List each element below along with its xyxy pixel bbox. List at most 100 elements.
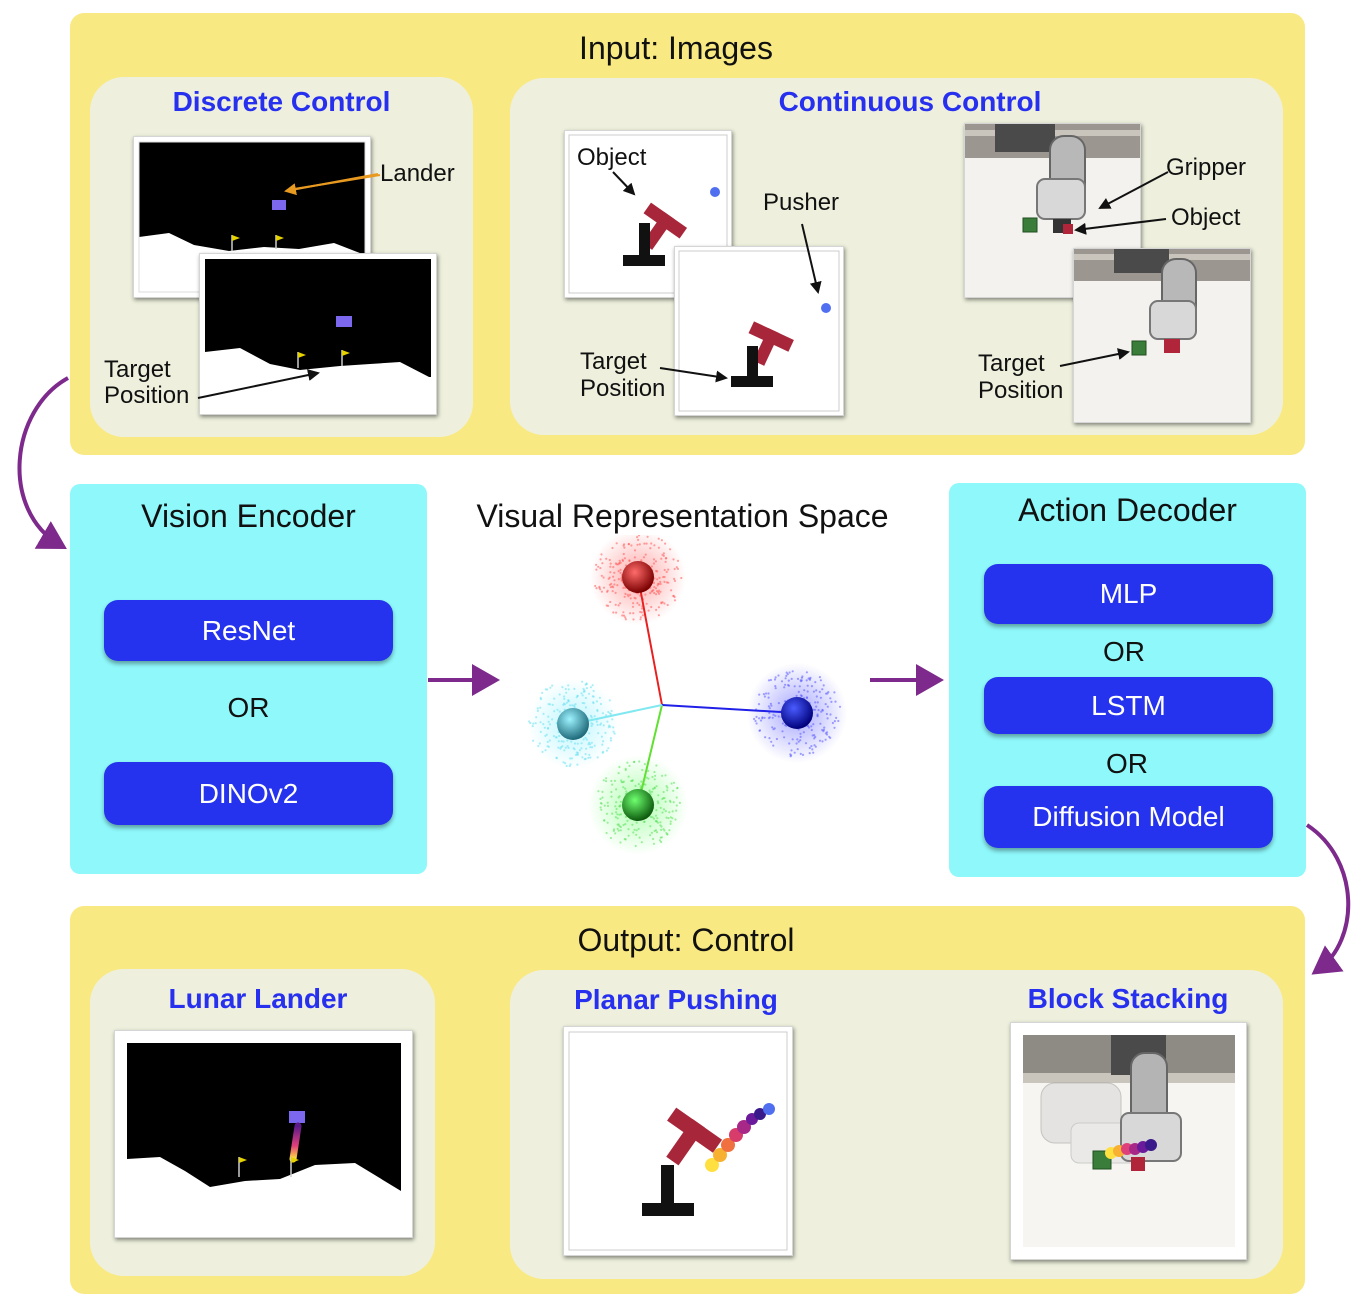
scatter-point — [619, 561, 622, 564]
scatter-point — [614, 832, 617, 835]
scatter-point — [658, 839, 661, 842]
scatter-point — [597, 732, 600, 735]
scatter-point — [532, 722, 535, 725]
scatter-point — [600, 802, 603, 805]
scatter-point — [833, 691, 836, 694]
scatter-point — [622, 544, 625, 547]
diffusion-model-button[interactable]: Diffusion Model — [984, 786, 1273, 848]
scatter-point — [669, 548, 672, 551]
scatter-point — [631, 823, 634, 826]
resnet-button[interactable]: ResNet — [104, 600, 393, 661]
scatter-point — [783, 686, 786, 689]
scatter-point — [633, 596, 636, 599]
output-title: Output: Control — [577, 922, 795, 958]
scatter-point — [675, 796, 678, 799]
scatter-point — [607, 726, 610, 729]
scatter-point — [612, 575, 615, 578]
scatter-point — [621, 558, 624, 561]
scatter-point — [638, 603, 641, 606]
blue-cluster-sphere — [781, 697, 813, 729]
scatter-point — [784, 677, 787, 680]
scatter-point — [584, 753, 587, 756]
scatter-point — [617, 578, 620, 581]
scatter-point — [611, 812, 614, 815]
scatter-point — [622, 552, 625, 556]
scatter-point — [622, 611, 625, 614]
scatter-point — [645, 602, 648, 605]
scatter-point — [814, 701, 817, 704]
scatter-point — [657, 614, 660, 617]
scatter-point — [645, 776, 648, 779]
push-scene-2 — [678, 250, 840, 412]
scatter-point — [812, 690, 815, 693]
scatter-point — [596, 756, 599, 759]
scatter-point — [642, 556, 646, 559]
scatter-point — [602, 724, 605, 727]
scatter-point — [765, 692, 768, 695]
scatter-point — [668, 811, 671, 814]
scatter-point — [604, 731, 607, 734]
robot-scene-2 — [1074, 249, 1250, 422]
stacking-trajectory — [1105, 1139, 1157, 1159]
scatter-point — [612, 566, 615, 569]
scatter-point — [551, 718, 554, 721]
gripper-label: Gripper — [1166, 154, 1247, 181]
scatter-point — [816, 701, 819, 704]
scatter-point — [616, 823, 619, 826]
scatter-point — [814, 745, 817, 748]
scatter-point — [673, 599, 677, 602]
scatter-point — [759, 719, 763, 722]
lunar-lander-output-frame — [114, 1030, 413, 1238]
scatter-point — [623, 557, 626, 560]
scatter-point — [816, 714, 819, 717]
scatter-point — [573, 706, 576, 709]
scatter-point — [596, 723, 599, 726]
dinov2-button[interactable]: DINOv2 — [104, 762, 393, 825]
scatter-point — [587, 756, 590, 759]
scatter-point — [606, 801, 609, 804]
scatter-point — [632, 618, 635, 621]
scatter-point — [548, 723, 552, 726]
scatter-point — [660, 825, 663, 828]
scatter-point — [797, 740, 800, 743]
scatter-point — [675, 566, 678, 569]
scatter-point — [799, 735, 802, 738]
scatter-point — [657, 537, 660, 540]
scatter-point — [669, 820, 672, 823]
scatter-point — [623, 595, 626, 598]
scatter-point — [639, 610, 642, 614]
scatter-point — [655, 831, 659, 834]
scatter-point — [619, 571, 622, 574]
scatter-point — [678, 801, 681, 804]
scatter-point — [547, 715, 550, 718]
scatter-point — [600, 590, 603, 593]
scatter-point — [656, 821, 660, 824]
scatter-point — [795, 742, 798, 745]
scatter-point — [648, 789, 651, 792]
scatter-point — [663, 580, 666, 583]
scatter-point — [584, 696, 587, 700]
scatter-point — [626, 593, 629, 596]
scatter-point — [606, 821, 609, 824]
mlp-button[interactable]: MLP — [984, 564, 1273, 624]
scatter-point — [551, 684, 554, 687]
scatter-point — [772, 728, 775, 731]
planar-pushing-title: Planar Pushing — [574, 984, 778, 1015]
scatter-point — [630, 544, 633, 547]
scatter-point — [584, 757, 587, 760]
scatter-point — [612, 726, 615, 729]
scatter-point — [661, 774, 664, 777]
scatter-point — [629, 593, 632, 596]
scatter-point — [808, 746, 811, 750]
scatter-point — [562, 761, 565, 764]
scatter-point — [773, 678, 777, 681]
scatter-point — [622, 823, 625, 827]
scatter-point — [769, 702, 772, 705]
scatter-point — [554, 736, 558, 739]
scatter-point — [660, 828, 663, 831]
scatter-point — [573, 687, 576, 690]
scatter-point — [780, 680, 784, 683]
scatter-point — [657, 794, 660, 797]
lstm-button[interactable]: LSTM — [984, 677, 1273, 734]
scatter-point — [667, 568, 670, 571]
